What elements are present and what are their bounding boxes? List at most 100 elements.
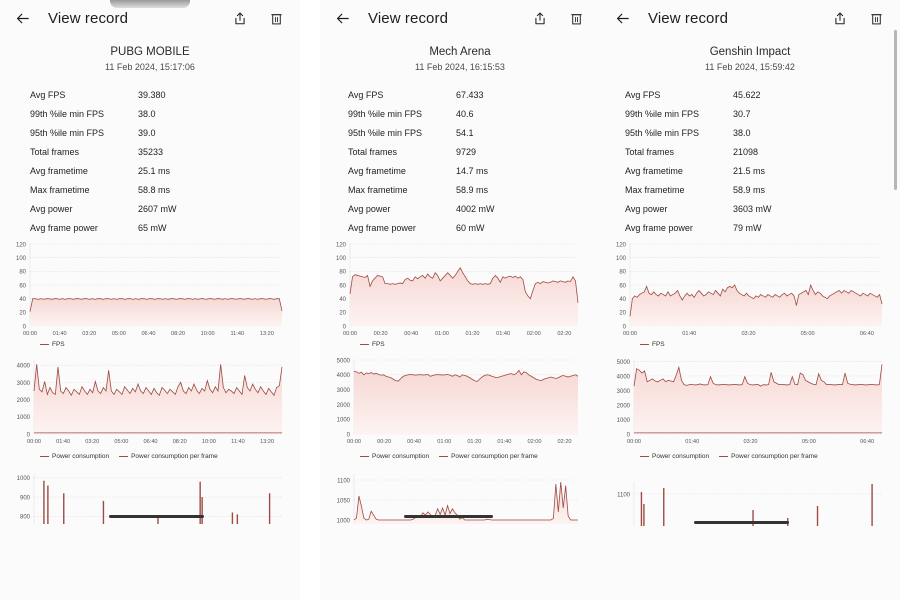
chart-line: [29, 298, 283, 312]
stat-label: 99th %ile min FPS: [348, 109, 423, 119]
charts-3: 0 20 40 60 80 100 120 00:00 01:40 03:20 05:00 06:40…: [600, 238, 900, 530]
stat-label: Avg frame power: [30, 223, 98, 233]
share-icon: [535, 11, 545, 24]
back-button[interactable]: [610, 6, 634, 30]
record-date: 11 Feb 2024, 15:17:06: [105, 62, 195, 72]
svg-text:2000: 2000: [17, 398, 31, 404]
stat-label: Max frametime: [30, 185, 90, 195]
svg-text:3000: 3000: [337, 388, 351, 394]
legend-label: FPS: [52, 341, 65, 348]
stat-label: Avg FPS: [348, 90, 384, 100]
power-chart-block[interactable]: 0 1000 2000 3000 4000 5000 00:00 01:40 03:20 05:0…: [600, 354, 900, 460]
svg-text:05:00: 05:00: [112, 331, 126, 337]
chart-plot: 0 1000 2000 3000 4000 5000 00:00 01:40 03:20 05:0…: [617, 360, 883, 445]
stat-row: Max frametime 58.9 ms: [625, 181, 882, 200]
record-heading-3: Genshin Impact 11 Feb 2024, 15:59:42: [600, 36, 900, 72]
stat-value: 67.433: [456, 90, 484, 100]
svg-text:00:00: 00:00: [623, 331, 637, 337]
stat-value: 58.9 ms: [733, 185, 766, 195]
record-panel-2: View record Mech Arena 11 Feb 2: [320, 0, 600, 600]
svg-text:40: 40: [339, 297, 346, 303]
svg-text:0: 0: [27, 432, 31, 438]
app-bar-3: View record: [600, 0, 900, 36]
stat-label: 99th %ile min FPS: [625, 109, 700, 119]
chart-horizontal-scrollbar[interactable]: [109, 515, 204, 518]
svg-text:1050: 1050: [337, 498, 351, 504]
stat-label: Total frames: [348, 147, 398, 157]
share-button[interactable]: [230, 8, 250, 28]
svg-text:13:20: 13:20: [260, 439, 274, 445]
game-title: PUBG MOBILE: [110, 46, 190, 58]
svg-text:10:00: 10:00: [202, 439, 216, 445]
chart-area-fill: [350, 267, 578, 326]
back-button[interactable]: [10, 6, 34, 30]
stat-label: 95th %ile min FPS: [30, 128, 105, 138]
legend-swatch-icon: [40, 455, 49, 458]
svg-text:4000: 4000: [17, 364, 31, 370]
legend-swatch-icon: [640, 343, 649, 346]
status-notch: [110, 0, 190, 8]
stat-row: 95th %ile min FPS 39.0: [30, 124, 282, 143]
legend-item: Power consumption per frame: [439, 453, 538, 460]
svg-text:80: 80: [619, 270, 626, 276]
stat-label: Avg power: [348, 204, 391, 214]
chart-horizontal-scrollbar[interactable]: [694, 521, 789, 524]
svg-text:01:40: 01:40: [496, 331, 510, 337]
stat-row: Avg frametime 14.7 ms: [348, 162, 582, 181]
svg-text:20: 20: [339, 311, 346, 317]
legend-swatch-icon: [640, 455, 649, 458]
stat-value: 21098: [733, 147, 759, 157]
svg-text:0: 0: [23, 324, 27, 330]
legend-label: Power consumption per frame: [131, 453, 218, 460]
frame-power-chart-block[interactable]: 800 900 1000: [0, 466, 300, 528]
svg-text:3000: 3000: [17, 381, 31, 387]
legend-item: FPS: [360, 341, 385, 348]
svg-text:06:40: 06:40: [860, 331, 874, 337]
share-button[interactable]: [830, 8, 850, 28]
chart-legend: Power consumption Power consumption per f…: [604, 453, 900, 460]
svg-text:1000: 1000: [17, 415, 31, 421]
svg-text:120: 120: [16, 242, 27, 248]
svg-text:00:00: 00:00: [347, 439, 361, 445]
stat-row: 99th %ile min FPS 40.6: [348, 105, 582, 124]
stat-value: 38.0: [733, 128, 751, 138]
legend-label: Power consumption: [372, 453, 430, 460]
chart-horizontal-scrollbar[interactable]: [403, 515, 494, 518]
stat-row: 99th %ile min FPS 30.7: [625, 105, 882, 124]
delete-button[interactable]: [866, 8, 886, 28]
stat-label: Avg frametime: [30, 166, 88, 176]
svg-text:2000: 2000: [617, 403, 631, 409]
power-chart-block[interactable]: 0 1000 2000 3000 4000 5000 00:00 00:20 00:40 01:0…: [320, 354, 600, 460]
fps-chart-block[interactable]: 0 20 40 60 80 100 120 00:00 01:40 03:20 05:00 06:40…: [0, 238, 300, 348]
frame-power-chart-block[interactable]: 1000 1050 1100: [320, 466, 600, 528]
stat-row: Avg frame power 60 mW: [348, 219, 582, 238]
back-button[interactable]: [330, 6, 354, 30]
stat-value: 14.7 ms: [456, 166, 489, 176]
svg-text:03:20: 03:20: [741, 331, 755, 337]
frame-power-chart-block[interactable]: 1100: [600, 474, 900, 530]
stat-label: 99th %ile min FPS: [30, 109, 105, 119]
fps-chart-block[interactable]: 0 20 40 60 80 100 120 00:00 00:20 00:40 01:00 01:20…: [320, 238, 600, 348]
stat-label: 95th %ile min FPS: [348, 128, 423, 138]
record-date: 11 Feb 2024, 15:59:42: [705, 62, 795, 72]
chart-plot: 800 900 1000: [17, 474, 282, 524]
stat-label: Max frametime: [625, 185, 685, 195]
vertical-scrollbar[interactable]: [894, 30, 897, 190]
svg-text:800: 800: [20, 515, 31, 521]
svg-text:01:00: 01:00: [437, 439, 451, 445]
stat-value: 60 mW: [456, 223, 485, 233]
svg-text:08:20: 08:20: [171, 331, 185, 337]
stat-value: 65 mW: [138, 223, 167, 233]
delete-button[interactable]: [566, 8, 586, 28]
chart-line: [633, 364, 883, 387]
svg-text:01:20: 01:20: [465, 331, 479, 337]
power-chart-block[interactable]: 0 1000 2000 3000 4000 00:00 01:40 03:20 05:00 06:…: [0, 354, 300, 460]
svg-text:4000: 4000: [617, 374, 631, 380]
delete-button[interactable]: [266, 8, 286, 28]
share-button[interactable]: [530, 8, 550, 28]
legend-swatch-icon: [360, 343, 369, 346]
svg-text:02:00: 02:00: [527, 439, 541, 445]
svg-text:3000: 3000: [617, 389, 631, 395]
fps-chart-block[interactable]: 0 20 40 60 80 100 120 00:00 01:40 03:20 05:00 06:40…: [600, 238, 900, 348]
